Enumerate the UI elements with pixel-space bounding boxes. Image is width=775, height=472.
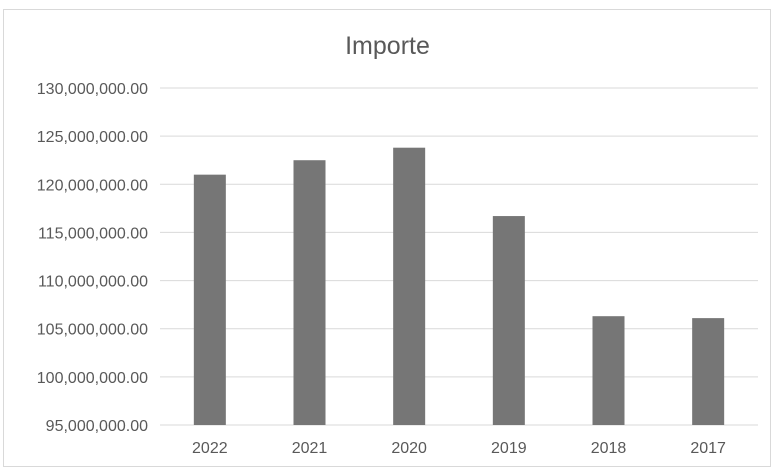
y-tick-label: 130,000,000.00 [37, 81, 148, 98]
y-tick-label: 100,000,000.00 [37, 370, 148, 387]
bar-2021 [293, 160, 326, 425]
chart-title: Importe [345, 32, 430, 60]
y-tick-label: 120,000,000.00 [37, 177, 148, 194]
x-tick-label: 2020 [391, 440, 427, 457]
bar-2022 [193, 174, 226, 425]
x-tick-label: 2022 [192, 440, 228, 457]
bar-2019 [492, 216, 525, 425]
y-tick-label: 115,000,000.00 [38, 225, 148, 242]
x-tick-label: 2021 [292, 440, 328, 457]
chart-frame [3, 9, 771, 467]
y-tick-label: 95,000,000.00 [46, 418, 148, 435]
y-tick-label: 125,000,000.00 [37, 129, 148, 146]
bar-2020 [393, 147, 426, 425]
y-tick-label: 105,000,000.00 [37, 322, 148, 339]
x-tick-label: 2018 [591, 440, 627, 457]
x-tick-label: 2019 [491, 440, 527, 457]
bar-2017 [692, 318, 725, 425]
y-tick-label: 110,000,000.00 [38, 274, 148, 291]
bar-2018 [592, 316, 625, 425]
x-tick-label: 2017 [690, 440, 726, 457]
